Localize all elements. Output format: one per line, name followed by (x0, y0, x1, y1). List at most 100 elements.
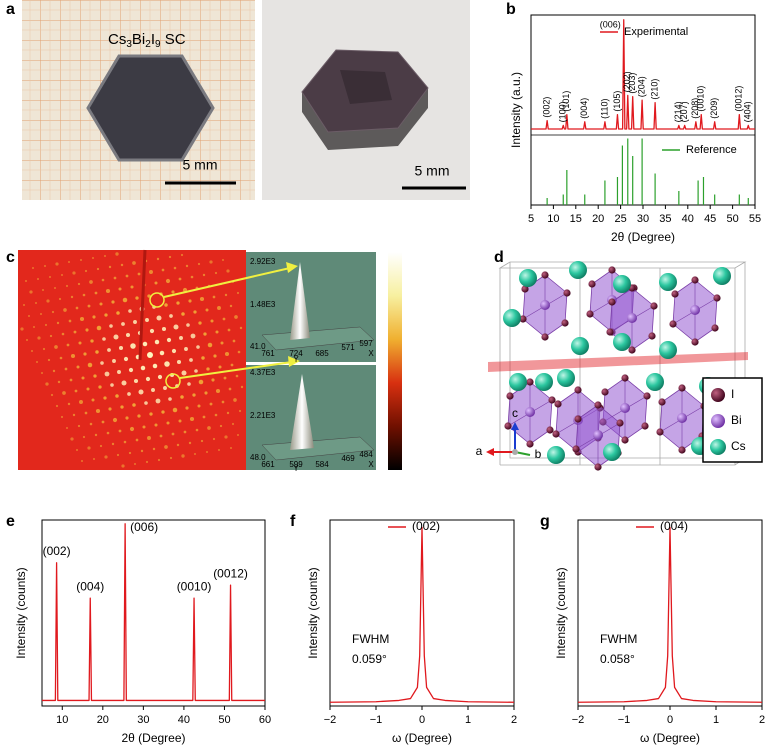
spot (117, 370, 121, 374)
spot (234, 315, 238, 319)
spot (120, 405, 124, 409)
peak-label: (214) (673, 101, 683, 122)
iodine-atom (572, 445, 580, 453)
panel-label: b (506, 1, 516, 18)
iodine-atom (574, 415, 582, 423)
z-tick-label: 4.37E3 (250, 368, 276, 377)
y-axis-label: Intensity (counts) (306, 567, 320, 658)
spot (173, 266, 177, 270)
spot (84, 411, 88, 415)
spot (137, 272, 141, 276)
x-tick-label: 40 (682, 213, 694, 225)
panel-label: c (6, 249, 15, 266)
spot (186, 323, 190, 327)
spot (99, 302, 103, 306)
spot (147, 352, 153, 358)
spot (61, 332, 65, 336)
spot (206, 367, 210, 371)
spot (73, 330, 77, 334)
spot (198, 379, 204, 385)
spot (53, 286, 57, 290)
iodine-atom (608, 298, 616, 306)
spot (188, 299, 192, 303)
iodine-atom (554, 400, 562, 408)
spot (224, 293, 228, 297)
spot (70, 437, 74, 441)
iodine-atom (548, 396, 556, 404)
spot (79, 316, 85, 322)
iodine-atom (526, 440, 534, 448)
legend-atom (711, 388, 725, 402)
x-tick-label: 20 (97, 714, 109, 726)
spot (142, 341, 148, 347)
cesium-atom (557, 369, 575, 387)
spot (188, 441, 192, 445)
spot (121, 380, 127, 386)
spot (164, 445, 168, 449)
cesium-atom (603, 443, 621, 461)
spot (199, 296, 205, 302)
spot (193, 310, 197, 314)
spot (239, 326, 243, 330)
cesium-atom (535, 373, 553, 391)
iodine-atom (506, 392, 514, 400)
arrow-head (511, 422, 519, 430)
spot (98, 385, 102, 389)
spot (189, 416, 195, 422)
spot (79, 258, 83, 262)
spot (87, 362, 93, 368)
crystal (86, 54, 215, 162)
axis-name: c (512, 406, 518, 420)
x-tick-label: 40 (178, 714, 190, 726)
y-tick-label: 599 (289, 460, 303, 469)
spot (207, 342, 213, 348)
z-tick-label: 2.21E3 (250, 411, 276, 420)
spot (56, 321, 60, 325)
spot (95, 408, 101, 414)
spot (149, 270, 153, 274)
spot (100, 361, 104, 365)
x-tick-label: 571 (341, 343, 355, 352)
legend-label: Cs (731, 439, 746, 453)
spot (121, 464, 125, 468)
spot (46, 299, 50, 303)
spot (82, 435, 86, 439)
spot (135, 296, 139, 300)
peak-label: (100) (558, 101, 568, 122)
spot (190, 275, 194, 279)
spot (31, 266, 35, 270)
spot (161, 268, 165, 272)
spot (121, 322, 125, 326)
beam-stop (138, 249, 147, 361)
spot (222, 317, 226, 321)
spot (233, 398, 237, 402)
spot (149, 412, 153, 416)
z-tick-label: 41.0 (250, 342, 266, 351)
spot (201, 356, 205, 360)
peak-label: (002) (542, 97, 552, 118)
x-tick-label: 0 (667, 714, 673, 726)
iodine-atom (628, 346, 636, 354)
iodine-atom (546, 426, 554, 434)
iodine-atom (656, 428, 664, 436)
spot (106, 431, 110, 435)
x-tick-label: 30 (137, 714, 149, 726)
arrow (179, 361, 293, 379)
spot (204, 391, 208, 395)
spot (110, 383, 114, 387)
spot (228, 387, 232, 391)
spot (104, 313, 108, 317)
peak-label: (207) (679, 101, 689, 122)
spot (171, 348, 177, 354)
spot (192, 393, 196, 397)
spot (169, 456, 173, 460)
spot (229, 446, 233, 450)
spot (212, 437, 216, 441)
spot (135, 438, 139, 442)
annotation: 0.059° (352, 652, 387, 666)
spot (130, 285, 134, 289)
iodine-atom (504, 422, 512, 430)
axis-origin (512, 449, 518, 455)
spot (130, 343, 136, 349)
spot (32, 325, 36, 329)
